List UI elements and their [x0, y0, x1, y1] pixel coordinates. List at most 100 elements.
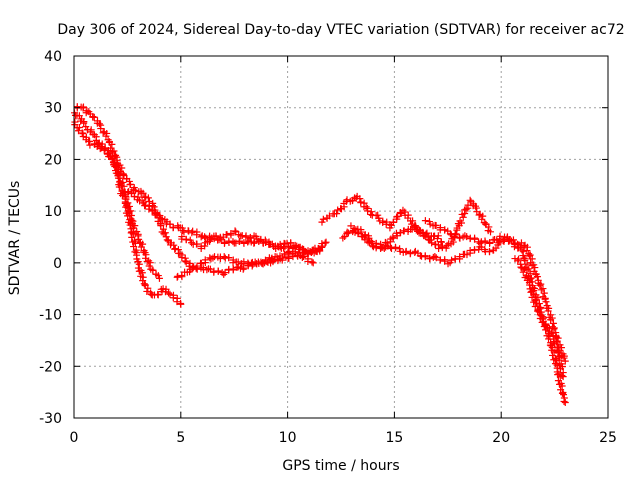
data-point [486, 238, 494, 246]
data-point [339, 234, 347, 242]
data-point [134, 232, 142, 240]
data-point [240, 239, 248, 247]
data-point [549, 351, 557, 359]
y-tick-label: 0 [53, 256, 62, 272]
y-tick-label: 10 [44, 204, 62, 220]
data-point [182, 258, 190, 266]
data-point [319, 215, 327, 223]
data-point [208, 234, 216, 242]
data-point [394, 212, 402, 220]
data-point [181, 257, 189, 265]
data-point [410, 223, 418, 231]
data-point [367, 210, 375, 218]
data-point [435, 245, 443, 253]
data-point [391, 243, 399, 251]
data-point [225, 254, 233, 262]
data-point [86, 141, 94, 149]
data-point [448, 256, 456, 264]
data-point [558, 371, 566, 379]
data-point [119, 178, 127, 186]
data-point [141, 201, 149, 209]
y-tick-label: -30 [39, 411, 62, 427]
data-point [108, 140, 116, 148]
data-point [139, 189, 147, 197]
data-point [530, 290, 538, 298]
data-point [90, 113, 98, 121]
data-point [188, 239, 196, 247]
data-point [531, 264, 539, 272]
data-point [556, 346, 564, 354]
data-point [122, 195, 130, 203]
data-point [120, 182, 128, 190]
data-point [542, 298, 550, 306]
data-point [528, 255, 536, 263]
data-point [558, 382, 566, 390]
data-point [170, 241, 178, 249]
data-point [402, 247, 410, 255]
data-point [135, 267, 143, 275]
data-point [367, 237, 375, 245]
data-point [487, 228, 495, 236]
data-point [74, 127, 82, 135]
data-point [193, 231, 201, 239]
data-point [466, 196, 474, 204]
data-point [145, 262, 153, 270]
y-tick-label: 40 [44, 49, 62, 65]
x-axis-label: GPS time / hours [282, 458, 399, 474]
data-point [364, 207, 372, 215]
data-point [308, 258, 316, 266]
data-point [550, 325, 558, 333]
data-point [128, 233, 136, 241]
data-point [471, 235, 479, 243]
data-point [318, 243, 326, 251]
data-point [389, 234, 397, 242]
data-point [514, 257, 522, 265]
data-point [236, 237, 244, 245]
data-point [268, 254, 276, 262]
data-point [397, 229, 405, 237]
data-point [321, 239, 329, 247]
data-point [231, 227, 239, 235]
data-point [515, 255, 523, 263]
data-point [163, 236, 171, 244]
data-point [178, 254, 186, 262]
data-point [102, 132, 110, 140]
data-point [383, 239, 391, 247]
data-point [203, 266, 211, 274]
x-tick-label: 25 [599, 430, 617, 446]
data-point [433, 235, 441, 243]
data-point [325, 212, 333, 220]
y-axis-label: SDTVAR / TECUs [7, 181, 23, 296]
data-point [140, 280, 148, 288]
data-point [240, 264, 248, 272]
data-point [400, 227, 408, 235]
data-point [464, 201, 472, 209]
data-point [169, 294, 177, 302]
data-points [70, 103, 569, 406]
data-point [537, 286, 545, 294]
data-point [557, 365, 565, 373]
data-point [212, 232, 220, 240]
data-point [485, 247, 493, 255]
data-point [456, 217, 464, 225]
data-point [558, 389, 566, 397]
data-point [421, 217, 429, 225]
data-point [520, 265, 528, 273]
data-point [554, 334, 562, 342]
data-point [533, 299, 541, 307]
data-point [300, 252, 308, 260]
data-point [188, 229, 196, 237]
data-point [521, 257, 529, 265]
data-point [309, 259, 317, 267]
data-point [298, 254, 306, 262]
data-point [146, 259, 154, 267]
data-point [257, 258, 265, 266]
data-point [547, 316, 555, 324]
data-point [75, 123, 83, 131]
data-point [276, 252, 284, 260]
data-point [187, 265, 195, 273]
data-point [250, 239, 258, 247]
data-point [280, 250, 288, 258]
data-point [97, 125, 105, 133]
data-point [248, 258, 256, 266]
